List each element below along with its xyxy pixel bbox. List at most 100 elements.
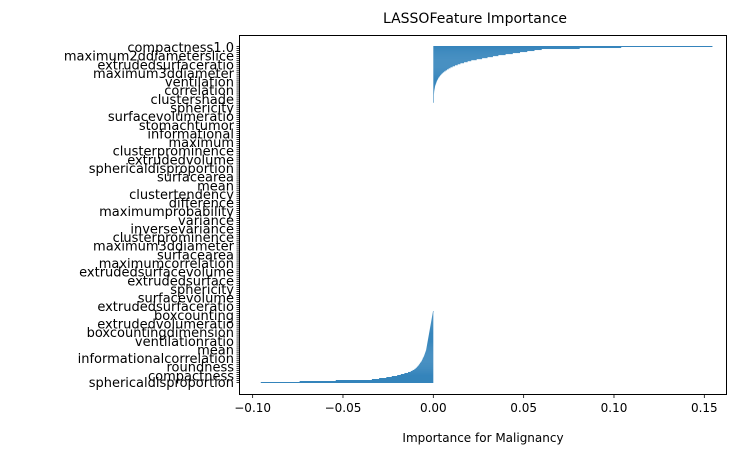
x-tick-label: 0.10	[601, 401, 628, 415]
y-tick-label: ventilationratio	[135, 335, 234, 350]
bar	[432, 312, 434, 314]
bar	[422, 358, 434, 360]
bar	[427, 340, 434, 342]
bar	[433, 81, 437, 83]
bar	[433, 46, 713, 48]
bar	[432, 314, 434, 316]
bar	[430, 324, 434, 326]
bar	[426, 345, 434, 347]
bar	[433, 67, 451, 69]
bar	[433, 94, 434, 96]
y-tick-label: extrudedvolume	[127, 153, 234, 168]
bar	[379, 378, 434, 379]
bar	[400, 373, 434, 375]
bar	[433, 71, 445, 73]
y-tick-labels: compactness1.0maximum2ddiametersliceextr…	[64, 41, 235, 391]
y-tick-label: extrudedvolumeratio	[97, 318, 234, 333]
y-tick-label: informational	[147, 127, 234, 142]
bar	[433, 98, 434, 100]
bar	[432, 316, 434, 318]
bar	[433, 51, 528, 53]
plot-frame	[239, 35, 727, 395]
x-tick-label: −0.05	[325, 401, 362, 415]
bar	[433, 59, 477, 61]
bar	[426, 346, 434, 348]
bar	[429, 328, 434, 330]
bar	[433, 53, 513, 55]
y-tick-label: correlation	[164, 84, 234, 99]
bar	[433, 48, 580, 50]
y-tick-label: maximum2ddiameterslice	[64, 50, 234, 65]
bar	[433, 54, 506, 56]
bar	[433, 84, 436, 86]
bar	[431, 318, 434, 320]
y-tick-label: maximum3ddiameter	[93, 67, 235, 82]
bar	[430, 327, 434, 329]
bar	[433, 49, 542, 51]
y-tick-label: surfacearea	[157, 248, 234, 263]
bar	[433, 82, 437, 84]
y-tick-label: clusterprominence	[113, 145, 234, 160]
bar	[425, 351, 434, 353]
y-tick-label: sphericaldisproportion	[89, 162, 234, 177]
bar	[433, 75, 441, 77]
bar	[433, 57, 488, 59]
y-tick-label: variance	[178, 214, 234, 229]
bar	[431, 320, 434, 322]
bar	[433, 92, 435, 94]
bar	[433, 69, 448, 71]
bar	[433, 93, 434, 95]
chart-title: LASSOFeature Importance	[383, 11, 567, 27]
bar	[299, 381, 434, 382]
bar	[419, 363, 434, 365]
bar	[426, 349, 434, 351]
bar	[420, 361, 434, 363]
bar	[433, 78, 439, 80]
bar	[433, 65, 455, 67]
bar	[433, 66, 453, 68]
bar	[430, 322, 434, 324]
y-tick-label: clusterprominence	[113, 231, 234, 246]
bar	[424, 353, 434, 355]
bar	[422, 357, 434, 359]
bar	[433, 86, 435, 88]
bar	[426, 347, 434, 349]
bar	[428, 333, 434, 335]
bar	[433, 91, 435, 93]
y-tick-label: maximum3ddiameter	[93, 240, 235, 255]
bar	[429, 331, 434, 333]
bar	[432, 311, 434, 313]
bar	[433, 90, 435, 92]
y-tick-label: surfacearea	[157, 171, 234, 186]
bar	[408, 371, 434, 373]
bar	[410, 370, 434, 372]
bar	[433, 74, 441, 76]
y-tick-label: boxcountingdimension	[87, 326, 234, 341]
bar	[404, 372, 434, 374]
bar	[433, 87, 435, 89]
x-axis: −0.10 −0.05 0.00 0.05 0.10 0.15	[234, 394, 718, 415]
y-tick-label: mean	[197, 343, 234, 358]
y-tick-label: boxcounting	[154, 309, 234, 324]
y-tick-label: ventilation	[165, 76, 234, 91]
bar	[433, 77, 439, 79]
bar	[433, 47, 622, 49]
bar	[260, 382, 434, 383]
bar	[426, 348, 434, 350]
bar	[433, 96, 434, 98]
bar	[433, 76, 440, 78]
bar	[433, 85, 436, 87]
bar	[433, 100, 434, 102]
bar	[433, 83, 436, 85]
bar	[433, 80, 437, 82]
bar	[433, 70, 446, 72]
y-tick-label: surfacevolumeratio	[108, 110, 234, 125]
bar	[416, 366, 434, 368]
y-tick-label: stomachtumor	[139, 119, 235, 134]
y-tick-label: extrudedsurfaceratio	[97, 58, 234, 73]
bar	[419, 362, 434, 364]
bar	[427, 341, 434, 343]
y-tick-label: maximumcorrelation	[99, 257, 234, 272]
y-tick-label: sphericity	[170, 102, 234, 117]
bar	[433, 52, 521, 54]
